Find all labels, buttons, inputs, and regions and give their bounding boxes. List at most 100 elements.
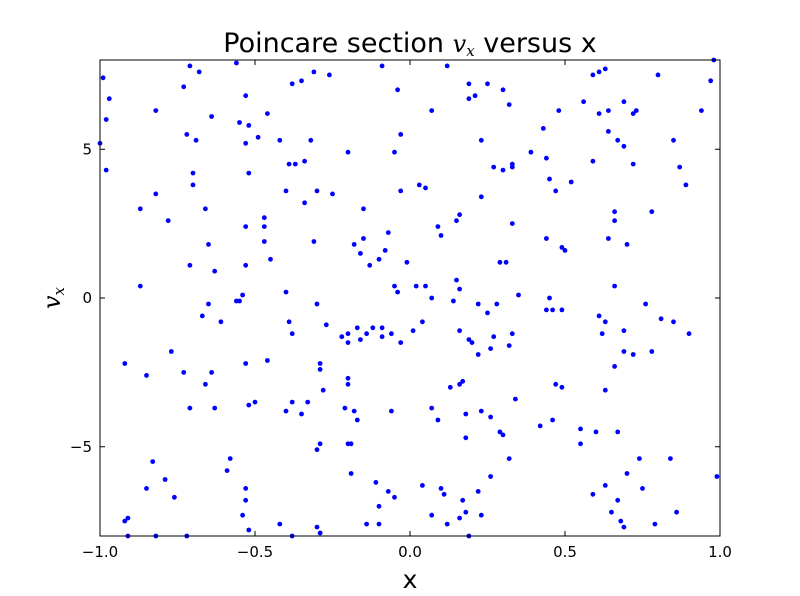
- data-point: [621, 99, 627, 105]
- data-point: [621, 143, 627, 149]
- data-point: [429, 512, 435, 518]
- data-point: [398, 188, 404, 194]
- data-point: [708, 78, 714, 84]
- data-point: [302, 158, 307, 164]
- data-point: [475, 352, 481, 357]
- data-point: [311, 239, 317, 244]
- data-point: [454, 277, 459, 283]
- data-point: [100, 75, 106, 81]
- data-point: [246, 170, 252, 176]
- data-point: [150, 459, 156, 464]
- data-point: [283, 188, 289, 194]
- data-point: [361, 236, 366, 241]
- data-point: [122, 518, 128, 524]
- data-point: [420, 483, 425, 488]
- data-point: [621, 524, 627, 530]
- data-point: [618, 518, 624, 524]
- data-point: [590, 491, 596, 497]
- data-point: [413, 283, 419, 289]
- data-point: [237, 120, 242, 125]
- data-point: [497, 429, 503, 435]
- data-point: [457, 212, 462, 218]
- data-point: [314, 301, 320, 307]
- data-point: [460, 378, 466, 384]
- data-point: [488, 474, 493, 479]
- data-point: [699, 108, 704, 113]
- data-point: [227, 456, 233, 461]
- data-point: [509, 164, 515, 170]
- data-point: [475, 489, 481, 494]
- chart-title-math-sub: x: [466, 42, 475, 60]
- data-point: [457, 286, 462, 292]
- data-point: [348, 441, 354, 447]
- data-point: [317, 361, 323, 366]
- data-point: [528, 149, 534, 155]
- data-point: [609, 509, 614, 515]
- chart-title-math-main: v: [453, 30, 467, 58]
- data-point: [252, 399, 258, 405]
- data-point: [286, 161, 292, 167]
- x-axis-label: x: [403, 565, 418, 594]
- data-point: [568, 179, 574, 185]
- data-point: [209, 370, 215, 375]
- data-point: [630, 352, 636, 357]
- data-point: [683, 182, 689, 188]
- data-point: [240, 512, 246, 518]
- x-tick-label: 1.0: [708, 543, 732, 561]
- data-point: [612, 218, 617, 224]
- data-point: [243, 140, 249, 146]
- data-point: [348, 471, 354, 476]
- data-point: [655, 72, 661, 78]
- data-point: [547, 176, 552, 182]
- data-point: [277, 521, 283, 527]
- data-point: [509, 221, 515, 227]
- data-point: [289, 331, 295, 337]
- data-point: [358, 337, 363, 342]
- data-point: [612, 364, 617, 369]
- data-point: [658, 316, 664, 322]
- data-point: [602, 387, 608, 393]
- data-point: [345, 149, 351, 155]
- data-point: [395, 87, 400, 93]
- data-point: [615, 497, 621, 503]
- data-point: [633, 108, 639, 113]
- data-point: [283, 289, 289, 295]
- data-point: [615, 429, 621, 435]
- data-point: [255, 134, 261, 140]
- x-tick-label: 0.0: [398, 543, 422, 561]
- data-point: [404, 259, 410, 265]
- data-point: [106, 96, 112, 102]
- data-point: [103, 117, 109, 122]
- data-point: [491, 164, 497, 170]
- data-point: [460, 497, 466, 503]
- data-point: [376, 503, 382, 509]
- data-point: [209, 114, 215, 119]
- data-point: [606, 236, 611, 241]
- data-point: [181, 370, 187, 375]
- data-point: [596, 69, 602, 75]
- data-point: [606, 129, 611, 134]
- data-point: [317, 367, 323, 372]
- data-point: [190, 170, 196, 176]
- chart-title-suffix: versus x: [475, 28, 597, 59]
- data-point: [423, 185, 428, 191]
- data-point: [447, 384, 453, 390]
- data-point: [382, 248, 388, 253]
- data-point: [559, 245, 565, 250]
- data-point: [261, 239, 267, 244]
- data-point: [292, 161, 298, 167]
- data-point: [212, 268, 218, 274]
- data-point: [317, 441, 323, 447]
- data-point: [438, 486, 444, 491]
- data-point: [283, 408, 289, 414]
- data-point: [506, 343, 512, 348]
- data-point: [354, 417, 360, 423]
- data-point: [559, 307, 565, 313]
- data-point: [376, 256, 382, 262]
- y-axis-label-main: v: [38, 295, 66, 309]
- data-point: [674, 509, 679, 515]
- data-point: [339, 334, 345, 340]
- data-point: [286, 319, 292, 325]
